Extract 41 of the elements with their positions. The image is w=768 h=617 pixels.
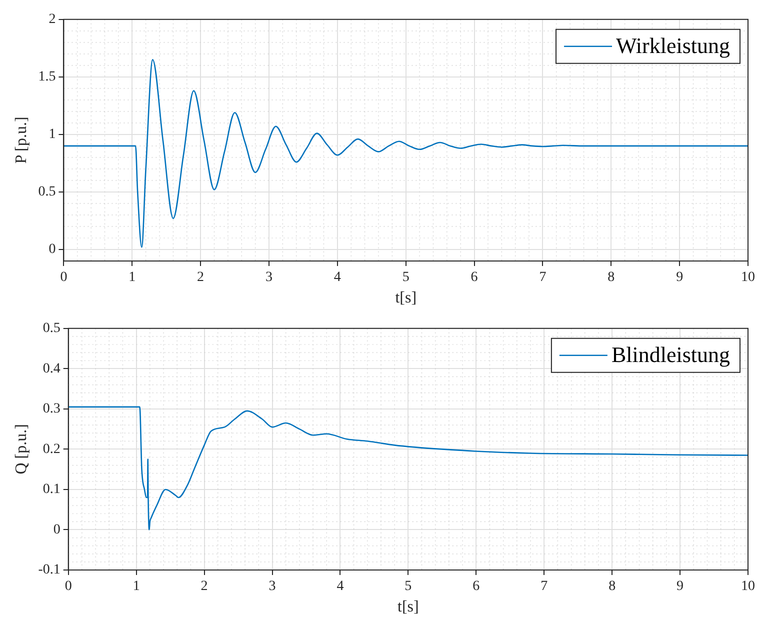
x-tick-label: 9 — [676, 579, 684, 594]
legend-label: Blindleistung — [611, 342, 730, 368]
x-tick-label: 6 — [472, 579, 480, 594]
y-tick-label: 1.5 — [38, 70, 56, 85]
x-tick-label: 3 — [265, 270, 272, 286]
x-tick-label: 2 — [197, 270, 204, 286]
x-tick-label: 5 — [404, 579, 412, 594]
y-tick-label: 0.5 — [42, 321, 60, 336]
x-tick-label: 7 — [540, 579, 548, 594]
x-tick-label: 8 — [608, 579, 616, 594]
y-tick-label: 1 — [48, 127, 56, 142]
legend-label: Wirkleistung — [616, 33, 730, 58]
x-tick-label: 4 — [336, 579, 344, 594]
x-tick-label: 1 — [132, 579, 140, 594]
line-series — [64, 59, 748, 248]
x-tick-label: 3 — [268, 579, 276, 594]
y-tick-label: 2 — [48, 12, 56, 28]
y-tick-label: 0.4 — [42, 361, 60, 376]
x-tick-label: 10 — [741, 579, 755, 594]
x-tick-label: 2 — [200, 579, 208, 594]
y-tick-label: 0.1 — [42, 482, 60, 498]
x-tick-label: 8 — [608, 270, 615, 286]
x-tick-label: 10 — [741, 270, 755, 286]
x-tick-label: 5 — [402, 270, 410, 286]
y-tick-label: 0 — [53, 522, 60, 538]
y-tick-label: 0 — [48, 242, 56, 258]
y-axis-title: P [p.u.] — [12, 116, 30, 164]
y-tick-label: 0.5 — [38, 184, 56, 200]
x-tick-label: 9 — [676, 270, 684, 286]
x-axis-title: t[s] — [398, 598, 419, 616]
x-axis-title: t[s] — [395, 290, 417, 307]
y-tick-label: -0.1 — [38, 562, 60, 578]
x-tick-label: 1 — [128, 270, 136, 286]
x-tick-label: 6 — [470, 270, 478, 286]
x-tick-label: 7 — [539, 270, 546, 286]
y-tick-label: 0.3 — [42, 402, 60, 417]
y-tick-label: 0.2 — [42, 442, 60, 457]
y-axis-title: Q [p.u.] — [12, 424, 30, 474]
x-tick-label: 0 — [64, 579, 72, 594]
x-tick-label: 4 — [334, 270, 341, 286]
line-series — [68, 406, 748, 530]
